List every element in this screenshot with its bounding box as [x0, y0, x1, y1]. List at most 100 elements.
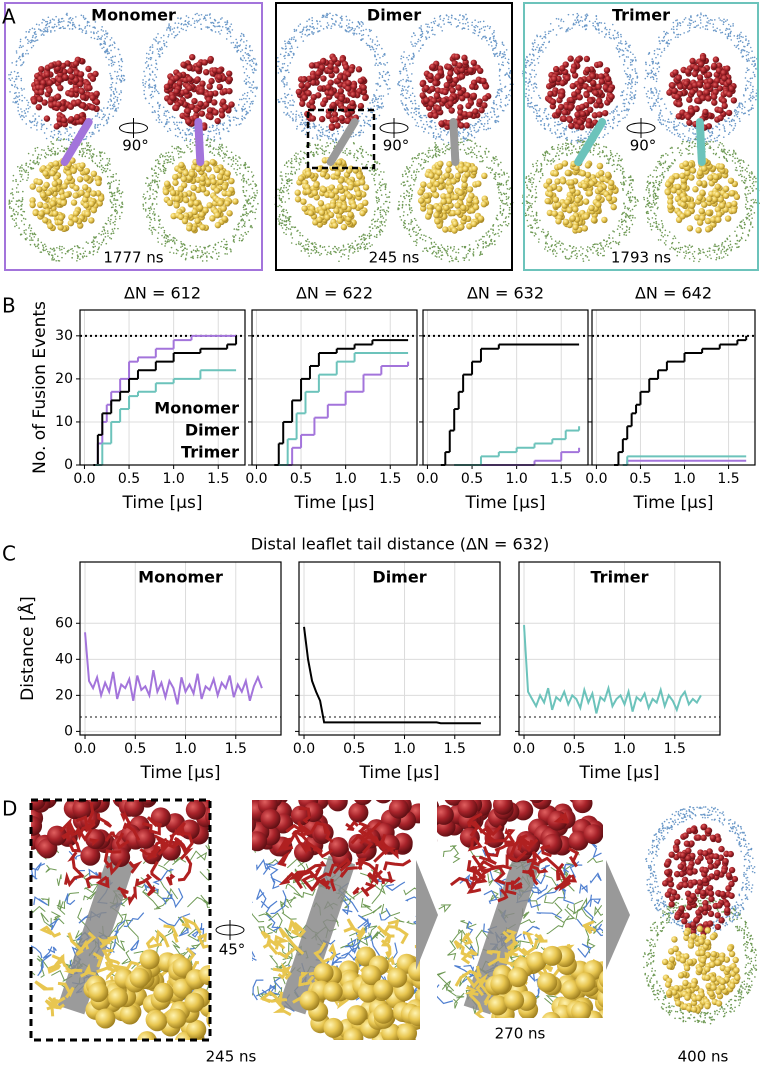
lipid-dot	[177, 150, 179, 152]
lipid-dot	[354, 251, 356, 253]
headgroup	[205, 166, 211, 172]
lipid-dot	[412, 87, 414, 89]
lipid-dot	[206, 260, 208, 262]
headgroup	[47, 223, 53, 229]
lipid-dot	[425, 23, 427, 25]
lipid-dot	[420, 237, 422, 239]
lipid-dot	[44, 132, 46, 134]
lipid-dot	[113, 98, 115, 100]
lipid-dot	[45, 246, 47, 248]
lipid-dot	[468, 133, 470, 135]
lipid-dot	[387, 207, 389, 209]
lipid-dot	[468, 25, 470, 27]
lipid-dot	[255, 195, 257, 197]
headgroup	[321, 186, 327, 192]
lipid-dot	[352, 32, 354, 34]
lipid-dot	[55, 260, 57, 262]
lipid-dot	[240, 40, 242, 42]
lipid-dot	[499, 54, 501, 56]
lipid-dot	[152, 213, 154, 215]
lipid-dot	[104, 52, 106, 54]
lipid-dot	[215, 249, 217, 251]
lipid-dot	[376, 48, 378, 50]
lipid-dot	[206, 251, 208, 253]
headgroup	[80, 94, 86, 100]
lipid-dot	[42, 33, 44, 35]
lipid-dot	[492, 33, 494, 35]
lipid-dot	[57, 148, 59, 150]
lipid-dot	[103, 170, 105, 172]
lipid-dot	[353, 30, 355, 32]
lipid-dot	[478, 129, 480, 131]
headgroup	[52, 181, 58, 187]
lipid-dot	[79, 28, 81, 30]
lipid-dot	[23, 117, 25, 119]
lipid-dot	[279, 214, 281, 216]
lipid-dot	[428, 157, 430, 159]
lipid-dot	[61, 252, 63, 254]
lipid-dot	[404, 227, 406, 229]
lipid-dot	[82, 247, 84, 249]
lipid-dot	[505, 57, 507, 59]
lipid-dot	[435, 155, 437, 157]
lipid-dot	[385, 194, 387, 196]
lipid-dot	[415, 125, 417, 127]
lipid-dot	[371, 99, 373, 101]
lipid-dot	[505, 86, 507, 88]
lipid-dot	[351, 29, 353, 31]
lipid-dot	[242, 235, 244, 237]
lipid-dot	[474, 130, 476, 132]
lipid-dot	[43, 247, 45, 249]
lipid-dot	[117, 187, 119, 189]
lipid-dot	[65, 253, 67, 255]
headgroup	[93, 91, 99, 97]
lipid-dot	[155, 160, 157, 162]
lipid-dot	[9, 206, 11, 208]
lipid-dot	[194, 27, 196, 29]
lipid-dot	[403, 224, 405, 226]
lipid-dot	[503, 184, 505, 186]
lipid-dot	[383, 54, 385, 56]
headgroup	[349, 100, 355, 106]
lipid-dot	[219, 26, 221, 28]
lipid-dot	[29, 225, 31, 227]
lipid-dot	[365, 247, 367, 249]
lipid-dot	[418, 112, 420, 114]
lipid-dot	[290, 111, 292, 113]
headgroup	[43, 182, 49, 188]
lipid-dot	[321, 16, 323, 18]
lipid-dot	[507, 180, 509, 182]
lipid-dot	[425, 160, 427, 162]
lipid-dot	[316, 27, 318, 29]
lipid-dot	[34, 37, 36, 39]
lipid-dot	[247, 63, 249, 65]
lipid-dot	[29, 163, 31, 165]
lipid-dot	[471, 156, 473, 158]
lipid-dot	[280, 199, 282, 201]
lipid-dot	[246, 111, 248, 113]
lipid-dot	[480, 238, 482, 240]
lipid-dot	[486, 40, 488, 42]
lipid-dot	[118, 61, 120, 63]
lipid-dot	[92, 27, 94, 29]
lipid-dot	[434, 242, 436, 244]
lipid-dot	[413, 179, 415, 181]
lipid-dot	[360, 146, 362, 148]
lipid-dot	[170, 158, 172, 160]
lipid-dot	[121, 75, 123, 77]
headgroup	[305, 82, 311, 88]
lipid-dot	[77, 246, 79, 248]
lipid-dot	[115, 179, 117, 181]
lipid-dot	[62, 26, 64, 28]
lipid-dot	[492, 232, 494, 234]
lipid-dot	[499, 182, 501, 184]
lipid-dot	[35, 246, 37, 248]
lipid-dot	[79, 258, 81, 260]
lipid-dot	[284, 63, 286, 65]
lipid-dot	[249, 106, 251, 108]
lipid-dot	[254, 68, 256, 70]
lipid-dot	[450, 246, 452, 248]
lipid-dot	[408, 97, 410, 99]
lipid-dot	[385, 74, 387, 76]
lipid-dot	[35, 150, 37, 152]
